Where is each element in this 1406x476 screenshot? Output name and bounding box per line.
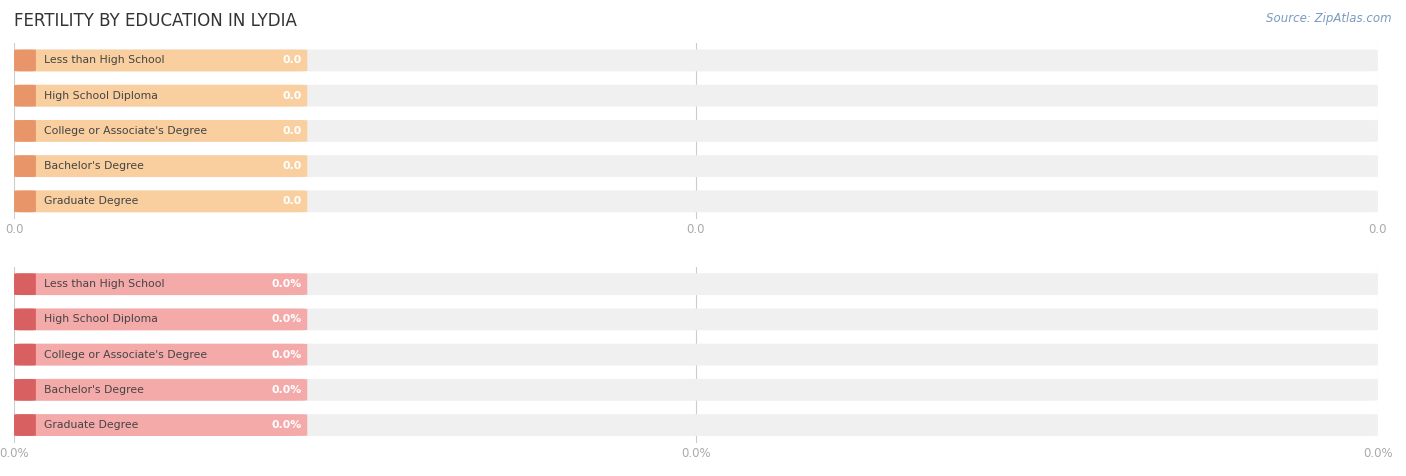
- FancyBboxPatch shape: [14, 273, 308, 295]
- Text: High School Diploma: High School Diploma: [44, 314, 157, 325]
- Text: Graduate Degree: Graduate Degree: [44, 196, 138, 207]
- FancyBboxPatch shape: [14, 155, 37, 177]
- Text: Less than High School: Less than High School: [44, 279, 165, 289]
- FancyBboxPatch shape: [14, 344, 37, 366]
- FancyBboxPatch shape: [14, 344, 308, 366]
- FancyBboxPatch shape: [14, 379, 37, 401]
- Text: Bachelor's Degree: Bachelor's Degree: [44, 161, 143, 171]
- FancyBboxPatch shape: [14, 155, 308, 177]
- FancyBboxPatch shape: [14, 190, 37, 212]
- Text: 0.0%: 0.0%: [271, 279, 302, 289]
- Text: 0.0%: 0.0%: [271, 314, 302, 325]
- Text: College or Associate's Degree: College or Associate's Degree: [44, 126, 207, 136]
- Text: FERTILITY BY EDUCATION IN LYDIA: FERTILITY BY EDUCATION IN LYDIA: [14, 12, 297, 30]
- Text: Graduate Degree: Graduate Degree: [44, 420, 138, 430]
- Text: 0.0: 0.0: [283, 196, 302, 207]
- Text: 0.0: 0.0: [283, 55, 302, 66]
- FancyBboxPatch shape: [14, 414, 308, 436]
- FancyBboxPatch shape: [14, 85, 1378, 107]
- FancyBboxPatch shape: [14, 190, 308, 212]
- FancyBboxPatch shape: [14, 50, 308, 71]
- FancyBboxPatch shape: [14, 85, 308, 107]
- FancyBboxPatch shape: [14, 308, 308, 330]
- Text: Less than High School: Less than High School: [44, 55, 165, 66]
- FancyBboxPatch shape: [14, 308, 37, 330]
- FancyBboxPatch shape: [14, 85, 37, 107]
- FancyBboxPatch shape: [14, 273, 37, 295]
- Text: 0.0: 0.0: [283, 90, 302, 101]
- Text: College or Associate's Degree: College or Associate's Degree: [44, 349, 207, 360]
- FancyBboxPatch shape: [14, 155, 1378, 177]
- Text: 0.0%: 0.0%: [271, 385, 302, 395]
- FancyBboxPatch shape: [14, 414, 1378, 436]
- FancyBboxPatch shape: [14, 190, 1378, 212]
- FancyBboxPatch shape: [14, 50, 37, 71]
- Text: 0.0%: 0.0%: [271, 349, 302, 360]
- FancyBboxPatch shape: [14, 379, 1378, 401]
- Text: Source: ZipAtlas.com: Source: ZipAtlas.com: [1267, 12, 1392, 25]
- Text: 0.0: 0.0: [283, 161, 302, 171]
- Text: High School Diploma: High School Diploma: [44, 90, 157, 101]
- FancyBboxPatch shape: [14, 308, 1378, 330]
- FancyBboxPatch shape: [14, 120, 1378, 142]
- FancyBboxPatch shape: [14, 379, 308, 401]
- Text: 0.0: 0.0: [283, 126, 302, 136]
- FancyBboxPatch shape: [14, 50, 1378, 71]
- Text: 0.0%: 0.0%: [271, 420, 302, 430]
- FancyBboxPatch shape: [14, 273, 1378, 295]
- FancyBboxPatch shape: [14, 414, 37, 436]
- Text: Bachelor's Degree: Bachelor's Degree: [44, 385, 143, 395]
- FancyBboxPatch shape: [14, 120, 37, 142]
- FancyBboxPatch shape: [14, 120, 308, 142]
- FancyBboxPatch shape: [14, 344, 1378, 366]
